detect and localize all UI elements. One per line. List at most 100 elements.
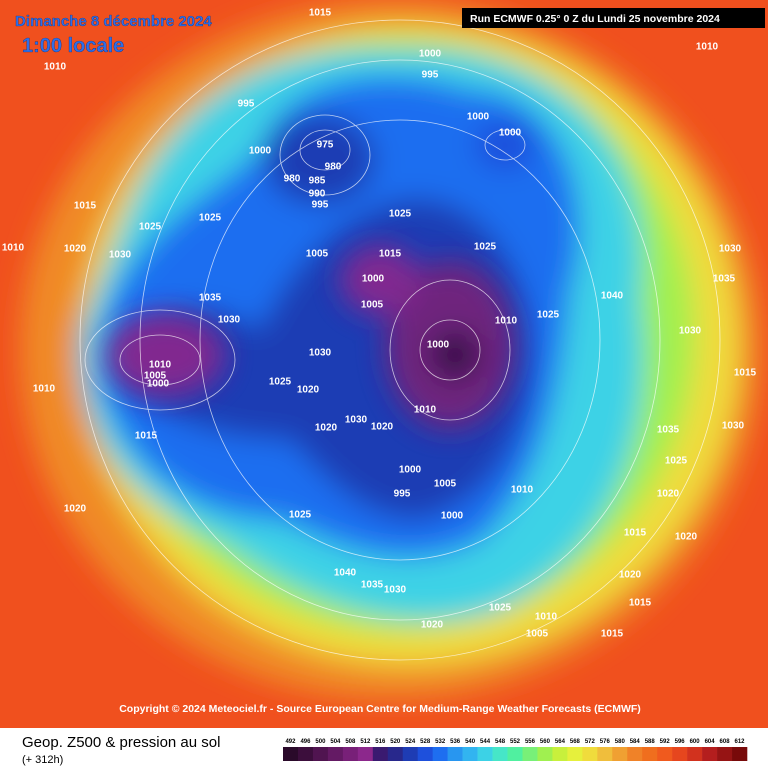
colorbar-swatch bbox=[283, 747, 299, 761]
isobar-label: 1020 bbox=[315, 423, 338, 434]
isobar-label: 1025 bbox=[389, 209, 412, 220]
isobar-label: 1020 bbox=[371, 422, 394, 433]
colorbar-tick-label: 532 bbox=[435, 739, 446, 745]
isobar-label: 1025 bbox=[537, 310, 560, 321]
isobar-label: 1030 bbox=[109, 250, 132, 261]
isobar-label: 1035 bbox=[657, 425, 680, 436]
colorbar-tick-label: 608 bbox=[720, 739, 731, 745]
isobar-label: 1025 bbox=[139, 222, 162, 233]
isobar-label: 1030 bbox=[345, 415, 368, 426]
isobar-label: 1005 bbox=[306, 249, 329, 260]
isobar-label: 1020 bbox=[64, 244, 87, 255]
run-box bbox=[462, 8, 765, 28]
isobar-label: 980 bbox=[325, 162, 342, 173]
isobar-label: 975 bbox=[317, 140, 334, 151]
isobar-label: 1020 bbox=[619, 570, 642, 581]
colorbar-swatch bbox=[342, 747, 359, 761]
isobar-label: 1030 bbox=[309, 348, 332, 359]
isobar-label: 1005 bbox=[361, 300, 384, 311]
colorbar-tick-label: 516 bbox=[375, 739, 386, 745]
colorbar-swatch bbox=[537, 747, 553, 761]
isobar-label: 1005 bbox=[526, 629, 549, 640]
isobar-label: 1000 bbox=[362, 274, 385, 285]
isobar-label: 995 bbox=[394, 489, 411, 500]
colorbar-swatch bbox=[327, 747, 344, 761]
isobar-label: 1015 bbox=[624, 528, 647, 539]
isobar-label: 1030 bbox=[722, 421, 745, 432]
isobar-label: 1010 bbox=[414, 405, 437, 416]
colorbar-tick-label: 524 bbox=[405, 739, 416, 745]
isobar-label: 1015 bbox=[379, 249, 402, 260]
isobar-label: 1010 bbox=[511, 485, 534, 496]
isobar-label: 1040 bbox=[601, 291, 624, 302]
isobar-label: 1015 bbox=[629, 598, 652, 609]
footer-lead: (+ 312h) bbox=[22, 754, 63, 766]
colorbar-swatch bbox=[312, 747, 329, 761]
isobar-label: 1025 bbox=[269, 377, 292, 388]
colorbar-tick-label: 604 bbox=[705, 739, 716, 745]
isobar-label: 1000 bbox=[467, 112, 490, 123]
colorbar-tick-label: 592 bbox=[660, 739, 671, 745]
colorbar-tick-label: 568 bbox=[570, 739, 581, 745]
colorbar-swatch bbox=[732, 747, 748, 761]
colorbar: 492 496 500 504 508 512 516 520 524 528 532 536 540 5… bbox=[283, 739, 748, 761]
colorbar-swatch bbox=[402, 747, 419, 761]
colorbar-swatch bbox=[357, 747, 374, 761]
colorbar-tick-label: 512 bbox=[360, 739, 371, 745]
colorbar-swatch bbox=[447, 747, 463, 761]
isobar-label: 1025 bbox=[665, 456, 688, 467]
colorbar-tick-label: 496 bbox=[300, 739, 311, 745]
isobar-label: 995 bbox=[312, 200, 329, 211]
colorbar-swatch bbox=[432, 747, 448, 761]
colorbar-swatch bbox=[702, 747, 718, 761]
colorbar-tick-label: 500 bbox=[315, 739, 326, 745]
isobar-label: 1015 bbox=[74, 201, 97, 212]
colorbar-swatch bbox=[492, 747, 508, 761]
colorbar-tick-label: 548 bbox=[495, 739, 506, 745]
isobar-label: 1015 bbox=[734, 368, 757, 379]
map-date: Dimanche 8 décembre 2024 bbox=[15, 13, 212, 30]
colorbar-tick-label: 540 bbox=[465, 739, 476, 745]
colorbar-tick-label: 572 bbox=[585, 739, 596, 745]
colorbar-tick-label: 560 bbox=[540, 739, 551, 745]
isobar-label: 1020 bbox=[421, 620, 444, 631]
isobar-label: 1020 bbox=[64, 504, 87, 515]
isobar-label: 1000 bbox=[427, 340, 450, 351]
colorbar-tick-label: 556 bbox=[525, 739, 536, 745]
colorbar-tick-label: 536 bbox=[450, 739, 461, 745]
colorbar-swatch bbox=[612, 747, 628, 761]
colorbar-swatch bbox=[717, 747, 733, 761]
isobar-label: 1035 bbox=[199, 293, 222, 304]
isobar-label: 1000 bbox=[147, 379, 170, 390]
isobar-label: 980 bbox=[284, 174, 301, 185]
colorbar-swatch bbox=[567, 747, 583, 761]
isobar-label: 1010 bbox=[535, 612, 558, 623]
footer: Geop. Z500 & pression au sol (+ 312h) 49… bbox=[22, 734, 748, 766]
isobar-label: 990 bbox=[309, 189, 326, 200]
colorbar-tick-label: 552 bbox=[510, 739, 521, 745]
isobar-label: 1005 bbox=[434, 479, 457, 490]
isobar-labels: 1015 1010 1000 995 995 1000 1000 1000 97… bbox=[2, 8, 757, 640]
isobar-label: 1025 bbox=[199, 213, 222, 224]
isobar-label: 1000 bbox=[441, 511, 464, 522]
colorbar-tick-label: 520 bbox=[390, 739, 401, 745]
colorbar-swatch bbox=[297, 747, 314, 761]
isobar-label: 1010 bbox=[149, 360, 172, 371]
isobar-label: 1010 bbox=[33, 384, 56, 395]
map-time: 1:00 locale bbox=[22, 35, 124, 57]
isobar-label: 1010 bbox=[44, 62, 67, 73]
isobar-label: 1015 bbox=[601, 629, 624, 640]
colorbar-swatch bbox=[657, 747, 673, 761]
colorbar-swatch bbox=[477, 747, 493, 761]
isobar-label: 1035 bbox=[361, 580, 384, 591]
isobar-label: 1010 bbox=[495, 316, 518, 327]
colorbar-swatch bbox=[462, 747, 478, 761]
colorbar-tick-label: 508 bbox=[345, 739, 356, 745]
isobar-label: 1030 bbox=[719, 244, 742, 255]
colorbar-swatch bbox=[387, 747, 404, 761]
isobar-label: 1035 bbox=[713, 274, 736, 285]
isobar-label: 1015 bbox=[135, 431, 158, 442]
isobar-label: 1020 bbox=[297, 385, 320, 396]
isobar-label: 1025 bbox=[489, 603, 512, 614]
colorbar-swatch bbox=[507, 747, 523, 761]
